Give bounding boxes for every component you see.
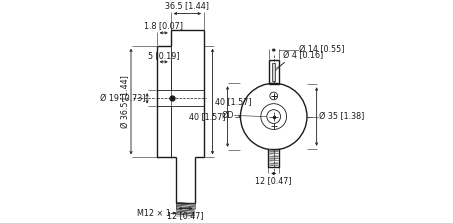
Text: Ø 4 [0.16]: Ø 4 [0.16] bbox=[283, 51, 323, 60]
Bar bbox=[269, 60, 279, 84]
Bar bbox=[268, 149, 279, 167]
Text: M12 × 1: M12 × 1 bbox=[136, 209, 170, 218]
Text: 40 [1.57]: 40 [1.57] bbox=[189, 112, 226, 121]
Text: 12 [0.47]: 12 [0.47] bbox=[255, 176, 292, 185]
Text: Ø 19 [0.73]: Ø 19 [0.73] bbox=[100, 94, 145, 103]
Text: 40 [1.57]: 40 [1.57] bbox=[215, 97, 251, 106]
Text: 36.5 [1.44]: 36.5 [1.44] bbox=[165, 1, 209, 10]
Text: Ø 36.5 [1.44]: Ø 36.5 [1.44] bbox=[121, 75, 130, 128]
Text: 1.8 [0.07]: 1.8 [0.07] bbox=[144, 21, 183, 30]
Text: 5 [0.19]: 5 [0.19] bbox=[148, 51, 179, 60]
Text: 12 [0.47]: 12 [0.47] bbox=[167, 211, 204, 220]
Text: Ø 35 [1.38]: Ø 35 [1.38] bbox=[319, 112, 365, 121]
Text: Ø 14 [0.55]: Ø 14 [0.55] bbox=[299, 45, 345, 55]
Text: ØD: ØD bbox=[222, 111, 234, 120]
Bar bbox=[272, 63, 275, 81]
